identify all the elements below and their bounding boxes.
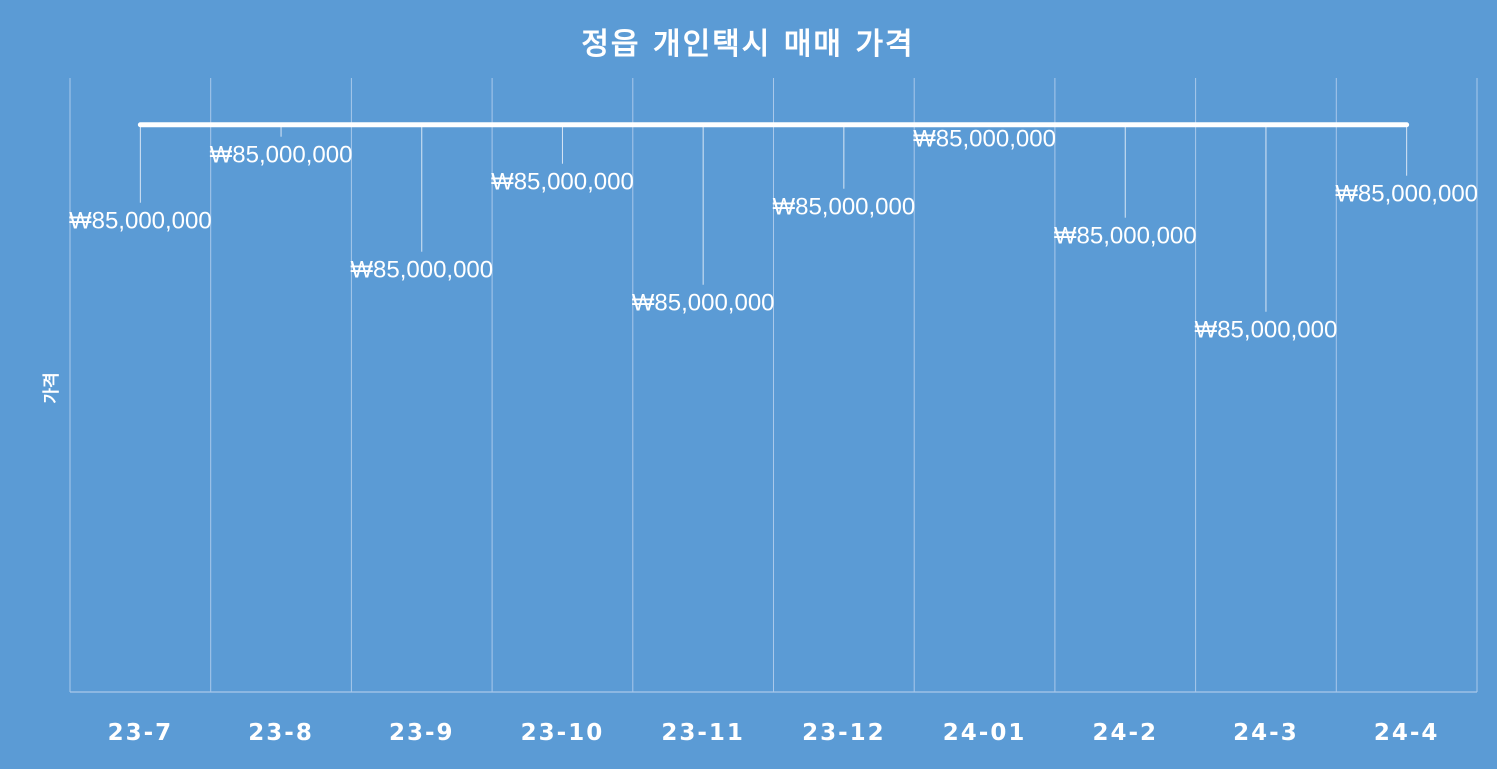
x-tick-layer: 23-7 23-8 23-9 23-10 23-11 23-12 24-01 24-2 24-3…	[108, 720, 1440, 746]
data-label: ₩85,000,000	[210, 142, 353, 169]
data-label: ₩85,000,000	[69, 208, 212, 235]
data-label: ₩85,000,000	[632, 290, 775, 317]
x-tick-label: 23-9	[389, 720, 455, 746]
leader-line-layer	[139, 126, 1408, 312]
x-tick-label: 23-11	[661, 720, 745, 746]
x-tick-label: 24-2	[1092, 720, 1158, 746]
data-label: ₩85,000,000	[772, 194, 915, 221]
data-label-layer: ₩85,000,000 ₩85,000,000 ₩85,000,000 ₩85,000…	[69, 126, 1478, 344]
data-label: ₩85,000,000	[1195, 317, 1338, 344]
data-label: ₩85,000,000	[913, 126, 1056, 153]
grid-layer	[69, 78, 1478, 693]
data-label: ₩85,000,000	[350, 257, 493, 284]
chart-title: 정읍 개인택시 매매 가격	[581, 27, 914, 62]
data-label: ₩85,000,000	[1054, 223, 1197, 250]
data-label: ₩85,000,000	[1335, 181, 1478, 208]
x-tick-label: 24-01	[943, 720, 1027, 746]
y-axis-label: 가격	[42, 372, 62, 403]
x-tick-label: 24-3	[1233, 720, 1299, 746]
x-tick-label: 23-10	[521, 720, 605, 746]
x-tick-label: 23-7	[108, 720, 174, 746]
x-tick-label: 24-4	[1374, 720, 1440, 746]
x-tick-label: 23-8	[248, 720, 314, 746]
data-label: ₩85,000,000	[491, 169, 634, 196]
x-tick-label: 23-12	[802, 720, 886, 746]
